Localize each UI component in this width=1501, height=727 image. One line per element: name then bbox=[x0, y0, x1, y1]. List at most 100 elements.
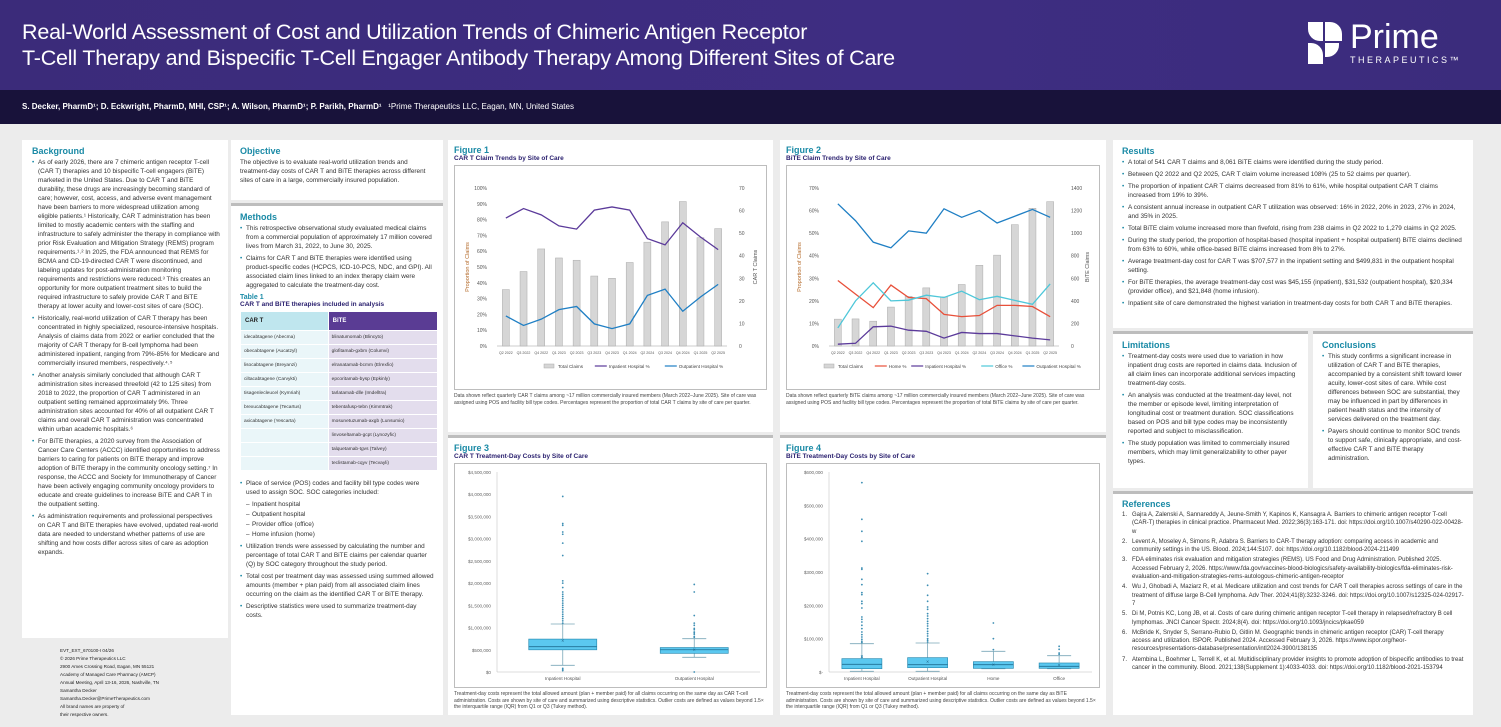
reference-number: 6. bbox=[1122, 629, 1128, 636]
y2-tick-label: 10 bbox=[739, 321, 745, 327]
box-iqr bbox=[1038, 662, 1080, 669]
y-tick-label: $- bbox=[819, 670, 824, 675]
y2-tick-label: 600 bbox=[1071, 276, 1080, 282]
legend-label: Inpatient Hospital % bbox=[609, 364, 650, 369]
y-axis-label: Proportion of Claims bbox=[797, 242, 803, 292]
methods-bullet: This retrospective observational study e… bbox=[240, 224, 434, 251]
contact-email[interactable]: Samantha.Decker@PrimeTherapeutics.com bbox=[60, 696, 150, 701]
outlier-point bbox=[693, 671, 696, 673]
table-row: idecabtagene (Abecma) blinatumomab (Blinc… bbox=[241, 331, 437, 344]
bite-therapy-cell: mosunetuzumab-axgb (Lunsumio) bbox=[328, 415, 437, 428]
y-tick-label: 10% bbox=[809, 321, 820, 327]
legend-swatch bbox=[543, 363, 555, 369]
y2-tick-label: 20 bbox=[739, 299, 745, 305]
box-iqr bbox=[528, 638, 598, 651]
outlier-point bbox=[860, 616, 863, 618]
y-tick-label: 60% bbox=[809, 209, 820, 215]
outlier-point bbox=[860, 591, 863, 594]
y-tick-label: 0% bbox=[480, 344, 488, 350]
y-tick-label: $400,000 bbox=[804, 537, 824, 542]
figure-4-chart: $- $100,000 $200,000 $300,000 $400,000 $500,0… bbox=[804, 470, 1092, 681]
results-panel: Results A total of 541 CAR T claims and … bbox=[1113, 140, 1473, 328]
legend-label: Total Claims bbox=[558, 364, 584, 369]
references-heading: References bbox=[1122, 499, 1171, 509]
y-tick-label: $4,000,000 bbox=[468, 492, 491, 497]
poster-code: EVT_EXT_670100-I 04/26 bbox=[60, 648, 114, 653]
table-row: axicabtagene (Yescarta) mosunetuzumab-axg… bbox=[241, 415, 437, 428]
figure-3-panel: Figure 3 CAR T Treatment-Day Costs by Si… bbox=[448, 438, 773, 715]
outlier-point bbox=[926, 612, 929, 615]
figure-3-chart: $0 $500,000 $1,000,000 $1,500,000 $2,000,000… bbox=[468, 470, 760, 681]
y-tick-label: 100% bbox=[474, 186, 487, 192]
bar-total-claims bbox=[869, 320, 877, 347]
references-list: 1. Gajra A, Zalenski A, Sannareddy A, Jeu… bbox=[1122, 511, 1464, 672]
figure-3-title: CAR T Treatment-Day Costs by Site of Car… bbox=[454, 453, 589, 460]
cart-therapy-cell bbox=[241, 443, 328, 456]
figure-1-chart: 0% 10% 20% 30% 40% 50% 60% 70% 80% 90% 100% 0 10 20 30… bbox=[465, 186, 759, 369]
y-tick-label: $300,000 bbox=[804, 570, 824, 575]
divider bbox=[1313, 331, 1473, 334]
results-heading: Results bbox=[1122, 146, 1155, 156]
y-tick-label: 30% bbox=[809, 276, 820, 282]
divider bbox=[1113, 491, 1473, 494]
line-inpatient-hospital- bbox=[505, 206, 719, 251]
limitations-heading: Limitations bbox=[1122, 340, 1171, 350]
reference-item: 6. McBride K, Snyder S, Serrano-Rubio D, … bbox=[1122, 629, 1464, 654]
therapies-table: CAR T BiTE idecabtagene (Abecma) blinatum… bbox=[240, 311, 438, 471]
cart-therapy-cell: idecabtagene (Abecma) bbox=[241, 331, 328, 344]
bite-therapy-cell: epcoritamab-bysp (Epkinly) bbox=[328, 373, 437, 386]
y2-tick-label: 30 bbox=[739, 276, 745, 282]
reference-number: 4. bbox=[1122, 584, 1128, 591]
conclusions-heading: Conclusions bbox=[1322, 340, 1377, 350]
results-bullet: A consistent annual increase in outpatie… bbox=[1122, 203, 1464, 221]
outlier-point bbox=[860, 600, 863, 603]
reference-item: 5. Di M, Potnis KC, Long JB, et al. Costs… bbox=[1122, 610, 1464, 627]
outlier-point bbox=[860, 636, 863, 638]
outlier-point bbox=[561, 604, 564, 607]
outlier-point bbox=[926, 635, 929, 637]
x-tick-label: Q3 2022 bbox=[849, 351, 863, 355]
divider bbox=[1113, 331, 1308, 334]
bite-therapy-cell: blinatumomab (Blincyto) bbox=[328, 331, 437, 344]
y2-tick-label: 200 bbox=[1071, 321, 1080, 327]
line-office- bbox=[837, 281, 1051, 329]
outlier-point bbox=[860, 618, 863, 621]
x-tick-label: Q4 2024 bbox=[676, 351, 690, 355]
x-tick-label: Q1 2023 bbox=[884, 351, 898, 355]
y2-tick-label: 40 bbox=[739, 254, 745, 260]
figure-3-caption: Treatment-day costs represent the total … bbox=[454, 691, 764, 710]
background-bullet: For BiTE therapies, a 2020 survey from t… bbox=[32, 437, 220, 509]
figure-4-label: Figure 4 bbox=[786, 443, 822, 453]
outlier-point bbox=[693, 614, 696, 617]
cart-therapy-cell: obecabtagene (Aucatzyl) bbox=[241, 345, 328, 358]
outlier-point bbox=[860, 655, 863, 657]
outlier-point bbox=[992, 622, 995, 624]
y-tick-label: $500,000 bbox=[472, 648, 492, 653]
y-tick-label: $3,000,000 bbox=[468, 537, 491, 542]
brand-disclaimer: their respective owners. bbox=[60, 712, 109, 717]
reference-text: Di M, Potnis KC, Long JB, et al. Costs o… bbox=[1132, 611, 1453, 626]
conclusions-bullet: This study confirms a significant increa… bbox=[1322, 352, 1464, 424]
outlier-point bbox=[561, 669, 564, 672]
objective-text: The objective is to evaluate real-world … bbox=[240, 159, 426, 184]
outlier-point bbox=[860, 640, 863, 643]
affiliation: ¹Prime Therapeutics LLC, Eagan, MN, Unit… bbox=[388, 102, 574, 111]
outlier-point bbox=[693, 624, 696, 627]
outlier-point bbox=[860, 656, 863, 659]
bite-therapy-cell: glofitamab-gxbm (Columvi) bbox=[328, 345, 437, 358]
y2-tick-label: 0 bbox=[739, 344, 742, 350]
table-row: obecabtagene (Aucatzyl) glofitamab-gxbm (… bbox=[241, 345, 437, 358]
y2-tick-label: 1400 bbox=[1071, 186, 1082, 192]
outlier-point bbox=[561, 522, 564, 525]
y-tick-label: $200,000 bbox=[804, 603, 824, 608]
y2-tick-label: 800 bbox=[1071, 254, 1080, 260]
outlier-point bbox=[860, 481, 863, 484]
x-tick-label: Q1 2024 bbox=[955, 351, 969, 355]
outlier-point bbox=[561, 591, 564, 593]
mean-marker: × bbox=[1058, 663, 1061, 669]
table-row: teclistamab-cqyv (Tecvayli) bbox=[241, 457, 437, 470]
outlier-point bbox=[926, 641, 929, 643]
results-bullet: Total BiTE claim volume increased more t… bbox=[1122, 224, 1464, 233]
reference-number: 1. bbox=[1122, 512, 1128, 518]
conclusions-bullet: Payers should continue to monitor SOC tr… bbox=[1322, 427, 1464, 463]
